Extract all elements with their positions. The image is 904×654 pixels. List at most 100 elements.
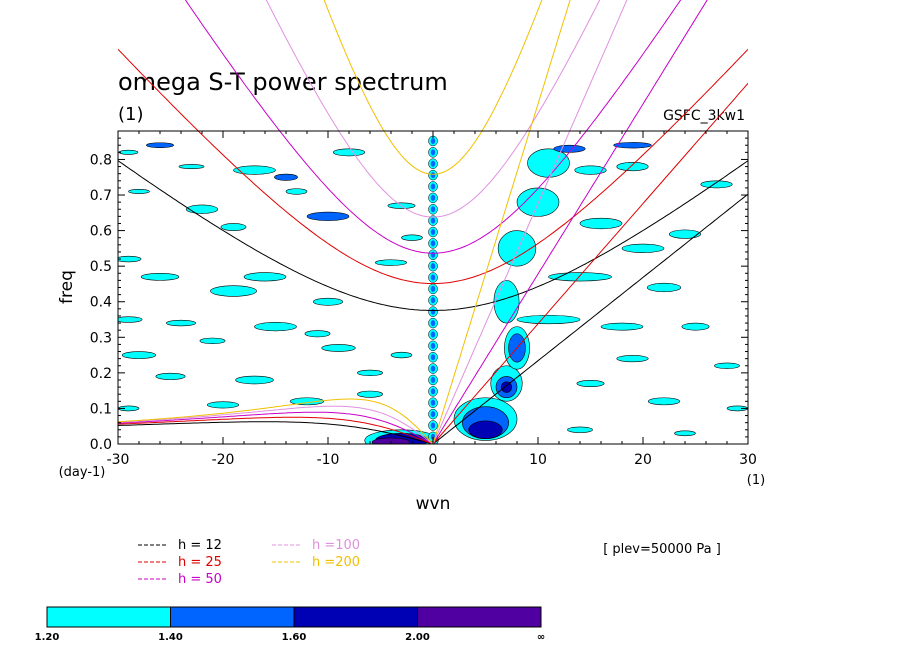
dispersion-curve-er (118, 421, 434, 444)
contour-patch (390, 351, 413, 359)
contour-patch (493, 280, 520, 324)
legend: h = 12 h = 25 h = 50 h =100 h =200 (138, 538, 360, 587)
colorbar-label: 1.40 (158, 632, 183, 643)
x-tick-label: -10 (317, 452, 340, 468)
contour-patch (430, 342, 436, 349)
contour-patch (497, 230, 537, 267)
contour-patch (516, 314, 581, 325)
colorbar-segment (293, 606, 418, 628)
contour-patch (128, 189, 150, 194)
colorbar-label: 1.60 (282, 632, 307, 643)
dispersion-curve-kelvin (432, 0, 708, 444)
dispersion-curve-ig (323, 0, 543, 175)
contour-patch (121, 351, 157, 359)
y-unit-label: (day-1) (59, 465, 106, 480)
colorbar-segment (170, 606, 295, 628)
chart-title: omega S-T power spectrum (118, 68, 448, 96)
contour-patch (332, 148, 366, 157)
contour-patch (178, 164, 205, 170)
contour-patch (118, 255, 142, 263)
contour-patch (430, 422, 436, 429)
colorbar-segment (417, 606, 542, 628)
contour-patch (371, 437, 411, 444)
legend-label: h = 12 (178, 538, 222, 553)
contour-patch (613, 142, 652, 149)
x-tick-label: 0 (429, 452, 438, 468)
legend-label: h = 50 (178, 572, 222, 587)
contour-patch (430, 240, 436, 247)
contour-patch (274, 173, 298, 181)
dispersion-curve-ig (118, 48, 748, 285)
dispersion-curve-kelvin (432, 193, 748, 444)
contour-patch (674, 430, 696, 437)
dispersion-curve-er (118, 398, 434, 444)
contour-patch (647, 397, 681, 406)
contour-patch (646, 282, 682, 293)
contour-patch (321, 344, 356, 352)
contour-patch (118, 149, 139, 155)
x-tick-label: 30 (739, 452, 757, 468)
contour-patch (616, 161, 649, 172)
contour-patch (118, 316, 143, 323)
y-tick-label: 0.5 (90, 259, 112, 275)
x-tick-label: 20 (634, 452, 652, 468)
y-axis-label: freq (57, 270, 77, 304)
contour-patch (430, 297, 436, 304)
contour-patch (430, 217, 436, 224)
contour-patch (430, 274, 436, 281)
dispersion-curve-er (118, 411, 434, 444)
contour-patch (430, 411, 436, 418)
contour-patch (430, 320, 436, 327)
contour-patch (527, 148, 570, 178)
colorbar-label: ∞ (537, 632, 545, 643)
y-tick-label: 0.8 (90, 152, 112, 168)
contour-patch (548, 272, 612, 282)
contour-patch (430, 183, 436, 190)
contour-patch (430, 149, 436, 156)
contour-patch (155, 372, 186, 380)
contour-patch (616, 355, 649, 363)
contour-patch (304, 330, 331, 338)
contour-patch (210, 285, 257, 297)
contour-patch (500, 381, 513, 393)
contour-patch (430, 251, 436, 258)
contour-patch (430, 388, 436, 395)
contour-patch (166, 319, 197, 327)
dispersion-curve-kelvin (432, 0, 571, 444)
contour-patch (357, 390, 383, 398)
dispersion-curve-er (118, 405, 434, 444)
dispersion-curve-ig (118, 160, 748, 311)
contour-patch (140, 272, 180, 281)
contour-patch (243, 272, 287, 282)
contour-patch (206, 401, 240, 409)
colorbar-label: 1.20 (35, 632, 60, 643)
contour-patch (146, 142, 174, 149)
contour-patch (516, 187, 560, 217)
contour-patch (430, 137, 436, 144)
contour-patch (306, 211, 350, 221)
legend-label: h =100 (312, 538, 360, 553)
y-tick-label: 0.1 (90, 401, 112, 417)
contour-patch (700, 180, 733, 189)
contour-patch (430, 308, 436, 315)
contour-patch (430, 172, 436, 179)
contour-patch (401, 234, 423, 241)
contour-patch (430, 206, 436, 213)
x-axis-label: wvn (416, 494, 451, 514)
contour-patch (714, 362, 740, 369)
contour-patch (235, 375, 274, 385)
dispersion-curve-kelvin (432, 0, 628, 444)
contour-patch (468, 420, 503, 439)
x-tick-label: 10 (529, 452, 547, 468)
y-tick-label: 0.7 (90, 188, 112, 204)
y-tick-label: 0.2 (90, 366, 112, 382)
contour-patch (233, 165, 276, 175)
x-unit-label: (1) (747, 473, 765, 488)
legend-label: h =200 (312, 555, 360, 570)
contour-patch (430, 263, 436, 270)
legend-label: h = 25 (178, 555, 222, 570)
contour-patch (285, 188, 308, 195)
dispersion-curve-kelvin (432, 82, 748, 444)
contour-patch (621, 243, 665, 253)
